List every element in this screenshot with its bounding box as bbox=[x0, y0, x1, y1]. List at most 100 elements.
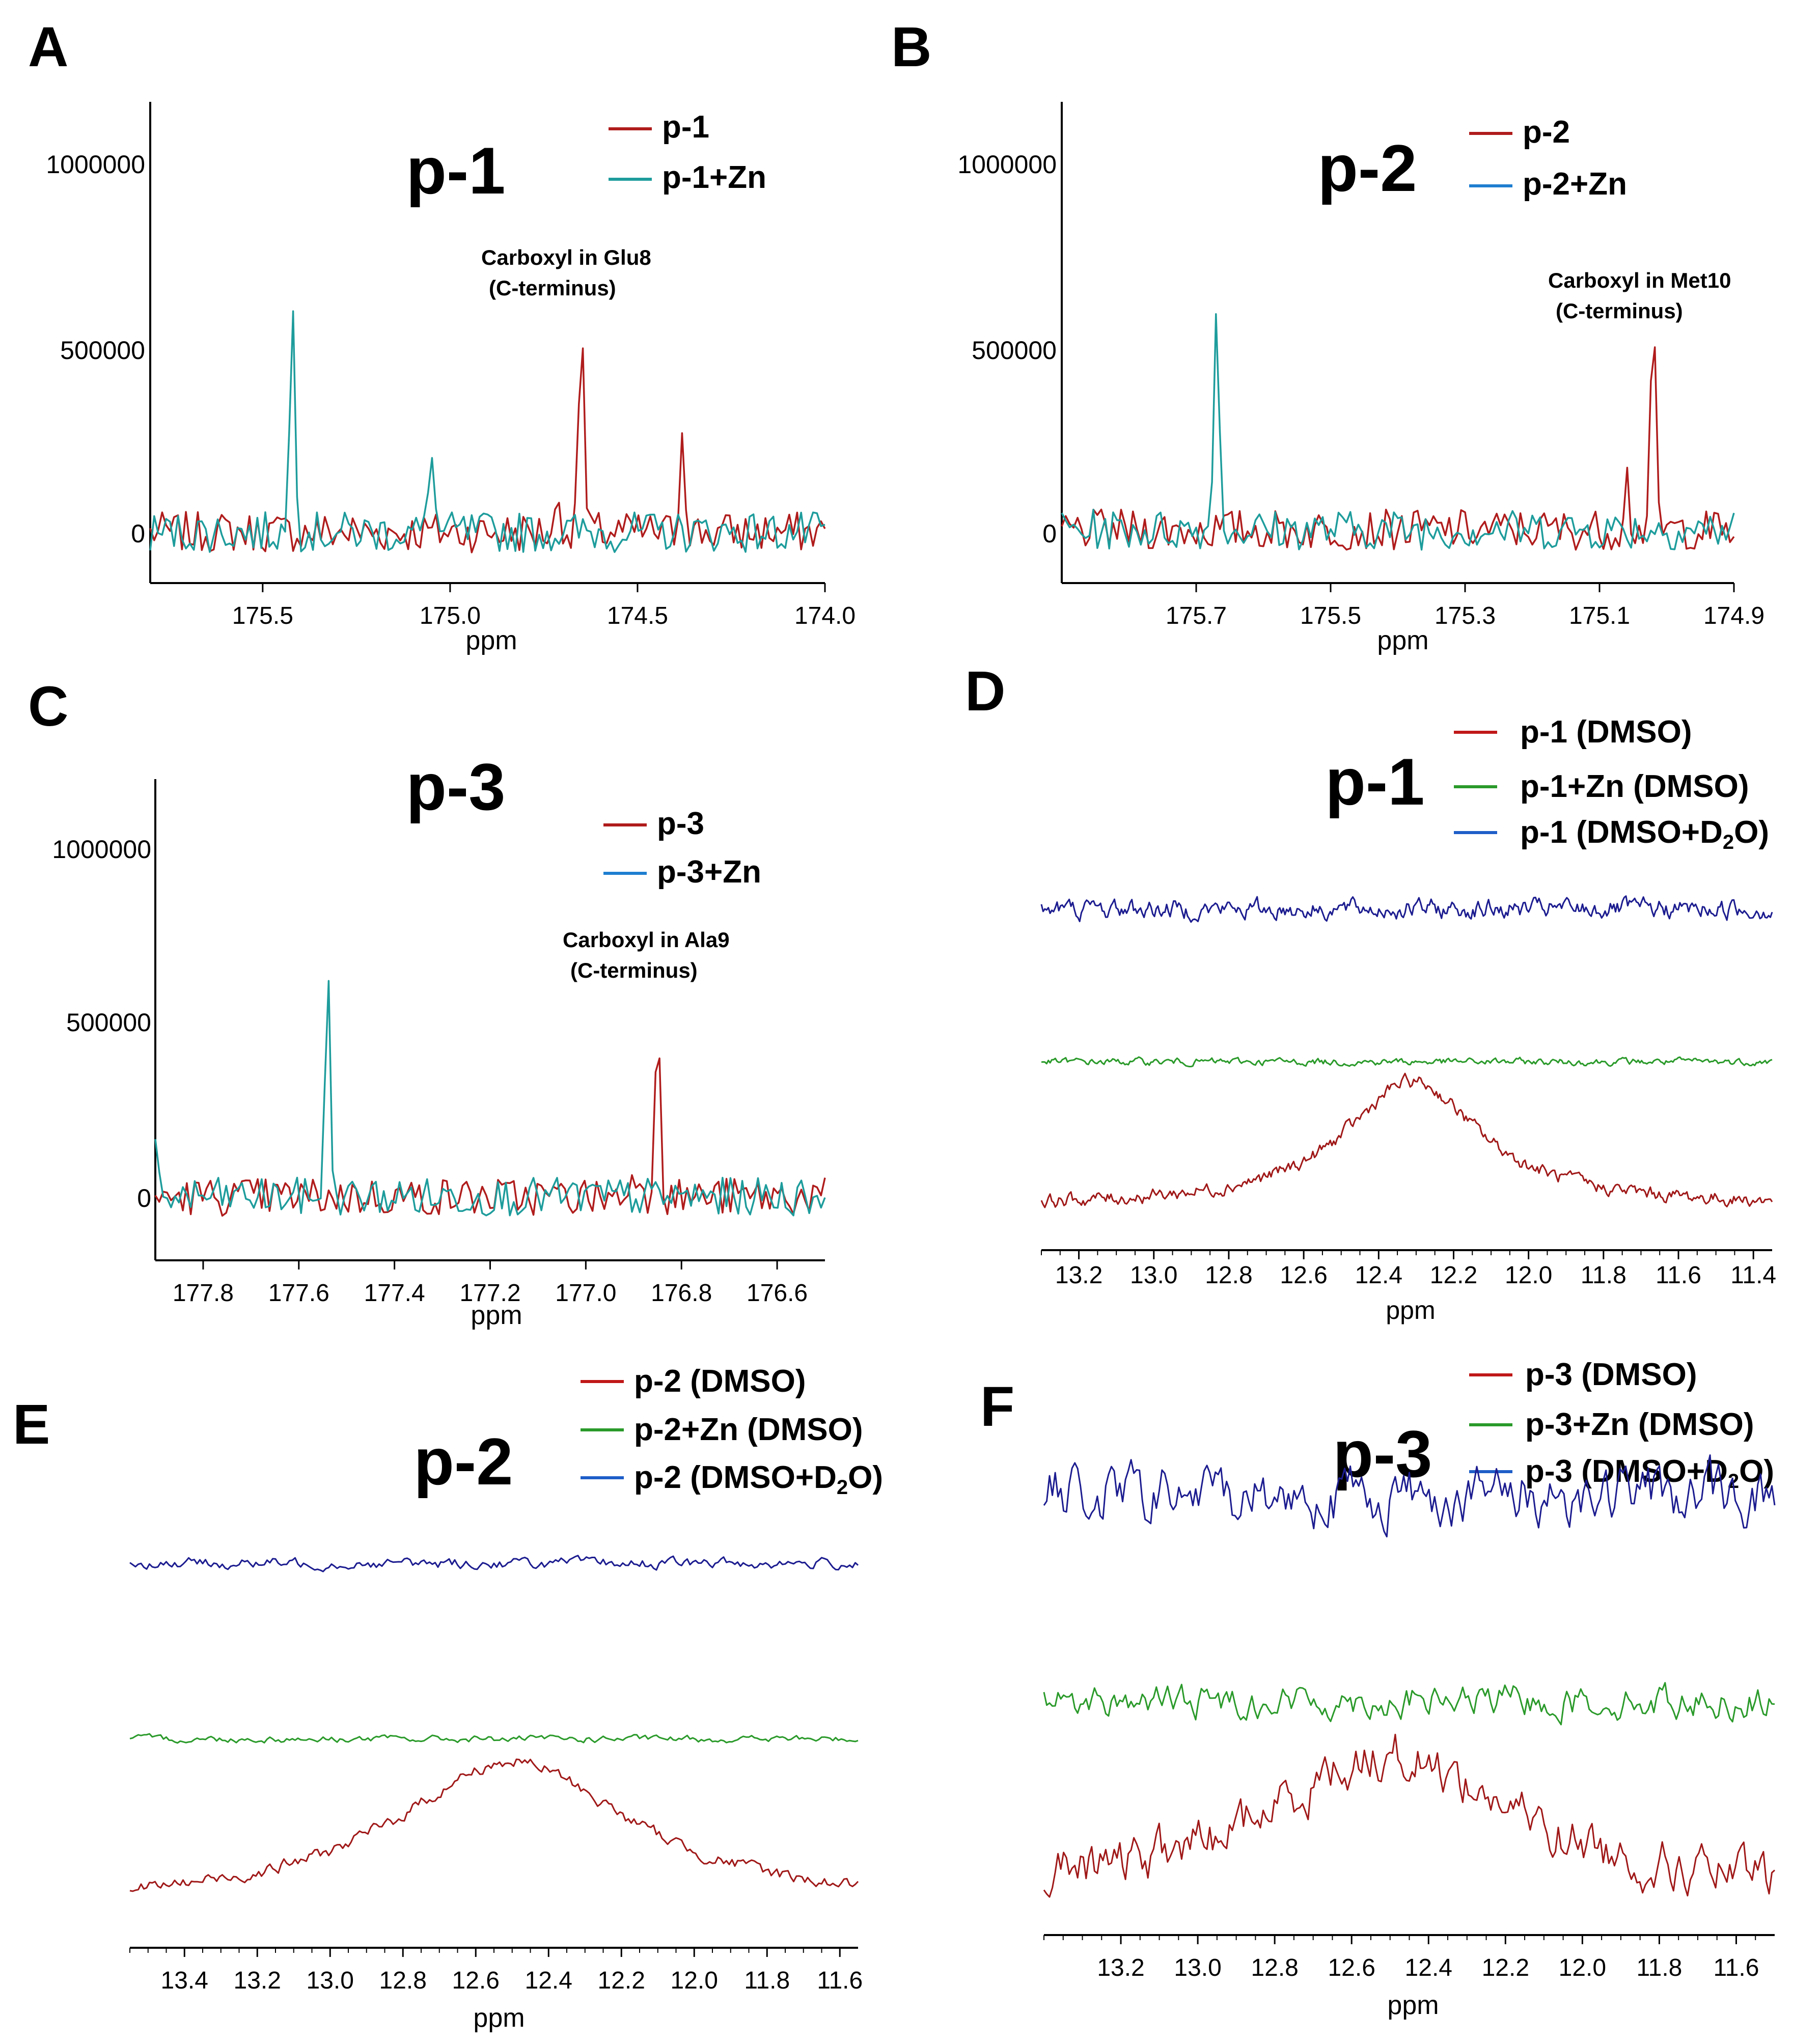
panel-d: D 13.2 13.0 12.8 12.6 12.4 12.2 12.0 11.8 11.6 11… bbox=[965, 660, 1776, 1324]
peak-annotation: (C-terminus) bbox=[489, 276, 616, 300]
x-tick-label: 175.1 bbox=[1569, 602, 1630, 629]
spectrum-line bbox=[129, 1555, 859, 1572]
x-tick-label: 11.8 bbox=[744, 1967, 790, 1994]
spectrum-line bbox=[1040, 1072, 1773, 1208]
x-tick-label: 13.0 bbox=[1174, 1954, 1221, 1981]
legend-label: p-1 bbox=[662, 109, 709, 145]
x-tick-label: 13.2 bbox=[1055, 1262, 1102, 1289]
x-tick-label: 12.8 bbox=[1251, 1954, 1298, 1981]
x-ticks: 175.5 175.0 174.5 174.0 bbox=[232, 583, 856, 629]
x-tick-label: 12.0 bbox=[1505, 1262, 1552, 1289]
x-tick-label: 11.6 bbox=[817, 1967, 863, 1994]
x-tick-label: 11.8 bbox=[1581, 1262, 1626, 1289]
legend-label: p-1 (DMSO) bbox=[1520, 714, 1692, 750]
peak-annotation: Carboxyl in Ala9 bbox=[563, 928, 730, 952]
spectrum-line bbox=[149, 310, 825, 553]
panel-a: A 175.5 175.0 174.5 174.0 1000000 500000 0 … bbox=[28, 16, 856, 655]
chart-title: p-1 bbox=[1326, 744, 1425, 819]
y-tick-label: 1000000 bbox=[957, 150, 1057, 179]
chart-title: p-3 bbox=[1333, 1417, 1432, 1491]
panel-c: C 177.8 177.6 177.4 177.2 177.0 176.8 176.6 10… bbox=[28, 675, 826, 1330]
y-tick-label: 500000 bbox=[972, 336, 1057, 365]
x-tick-label: 177.6 bbox=[268, 1280, 329, 1307]
spectrum-line bbox=[1043, 1733, 1775, 1898]
x-ticks: 177.8 177.6 177.4 177.2 177.0 176.8 176.6 bbox=[173, 1260, 808, 1307]
legend-label: p-1+Zn bbox=[662, 160, 766, 195]
x-tick-label: 175.5 bbox=[232, 602, 293, 629]
x-tick-label: 177.4 bbox=[364, 1280, 425, 1307]
spectrum-line bbox=[154, 1057, 826, 1217]
x-ticks: 175.7 175.5 175.3 175.1 174.9 bbox=[1166, 583, 1764, 629]
x-axis-label: ppm bbox=[471, 1301, 522, 1330]
panel-b: B 175.7 175.5 175.3 175.1 174.9 1000000 5000… bbox=[891, 16, 1764, 655]
x-tick-label: 12.6 bbox=[452, 1967, 500, 1994]
x-axis-label: ppm bbox=[1387, 1991, 1439, 2020]
x-tick-label: 13.0 bbox=[1130, 1262, 1177, 1289]
legend-label: p-2 (DMSO) bbox=[634, 1364, 806, 1399]
x-tick-label: 11.6 bbox=[1714, 1954, 1759, 1981]
x-tick-label: 175.5 bbox=[1300, 602, 1361, 629]
x-axis-label: ppm bbox=[1377, 626, 1428, 655]
spectrum-line bbox=[1061, 313, 1735, 551]
x-tick-label: 176.8 bbox=[651, 1280, 712, 1307]
x-tick-label: 12.2 bbox=[598, 1967, 645, 1994]
x-tick-label: 11.4 bbox=[1730, 1262, 1776, 1289]
spectrum-line bbox=[149, 347, 826, 554]
x-tick-label: 174.5 bbox=[607, 602, 668, 629]
y-tick-label: 500000 bbox=[66, 1008, 151, 1037]
x-tick-label: 12.2 bbox=[1430, 1262, 1477, 1289]
x-tick-label: 12.4 bbox=[1355, 1262, 1402, 1289]
x-ticks: 13.2 13.0 12.8 12.6 12.4 12.2 12.0 11.8 11.6 bbox=[1043, 1935, 1759, 1981]
chart-title: p-2 bbox=[1318, 131, 1417, 205]
legend-label: p-1 (DMSO+D2O) bbox=[1520, 815, 1769, 853]
x-tick-label: 176.6 bbox=[747, 1280, 808, 1307]
peak-annotation: (C-terminus) bbox=[1556, 299, 1683, 323]
peak-annotation: (C-terminus) bbox=[570, 958, 698, 982]
x-tick-label: 12.0 bbox=[671, 1967, 718, 1994]
x-tick-label: 175.0 bbox=[420, 602, 481, 629]
y-tick-label: 0 bbox=[1042, 519, 1057, 548]
x-tick-label: 13.4 bbox=[161, 1967, 208, 1994]
peak-annotation: Carboxyl in Glu8 bbox=[481, 245, 651, 269]
x-tick-label: 12.8 bbox=[1205, 1262, 1252, 1289]
spectrum-line bbox=[1061, 346, 1735, 551]
x-tick-label: 12.8 bbox=[379, 1967, 427, 1994]
panel-letter-c: C bbox=[28, 675, 68, 738]
legend-label: p-3+Zn (DMSO) bbox=[1525, 1407, 1754, 1442]
x-tick-label: 11.8 bbox=[1636, 1954, 1682, 1981]
y-tick-label: 1000000 bbox=[46, 150, 145, 179]
peak-annotation: Carboxyl in Met10 bbox=[1548, 268, 1731, 292]
spectrum-traces bbox=[154, 980, 826, 1217]
chart-title: p-1 bbox=[406, 133, 506, 208]
legend-label: p-3+Zn bbox=[657, 854, 761, 890]
spectrum-traces bbox=[1040, 895, 1773, 1208]
panel-letter-e: E bbox=[13, 1393, 50, 1456]
spectrum-traces bbox=[129, 1555, 859, 1892]
x-tick-label: 177.8 bbox=[173, 1280, 234, 1307]
y-tick-label: 1000000 bbox=[52, 835, 151, 864]
x-tick-label: 13.2 bbox=[1097, 1954, 1144, 1981]
x-ticks: 13.2 13.0 12.8 12.6 12.4 12.2 12.0 11.8 11.6 11.4 bbox=[1041, 1250, 1776, 1289]
x-tick-label: 177.0 bbox=[555, 1280, 616, 1307]
x-tick-label: 12.4 bbox=[525, 1967, 572, 1994]
chart-title: p-2 bbox=[414, 1424, 513, 1499]
x-tick-label: 11.6 bbox=[1656, 1262, 1701, 1289]
panel-letter-d: D bbox=[965, 660, 1005, 723]
x-axis-label: ppm bbox=[465, 626, 517, 655]
spectrum-line bbox=[1043, 1682, 1775, 1726]
spectrum-line bbox=[1043, 1454, 1776, 1538]
legend-label: p-3 (DMSO) bbox=[1525, 1357, 1697, 1392]
x-axis-label: ppm bbox=[1386, 1296, 1435, 1324]
legend-label: p-2+Zn (DMSO) bbox=[634, 1412, 863, 1447]
legend-label: p-1+Zn (DMSO) bbox=[1520, 769, 1749, 804]
panel-letter-a: A bbox=[28, 16, 68, 78]
y-tick-label: 500000 bbox=[60, 336, 145, 365]
x-tick-label: 12.2 bbox=[1482, 1954, 1529, 1981]
spectrum-line bbox=[129, 1733, 859, 1744]
x-tick-label: 12.4 bbox=[1405, 1954, 1452, 1981]
x-tick-label: 12.6 bbox=[1280, 1262, 1327, 1289]
x-tick-label: 13.0 bbox=[307, 1967, 354, 1994]
panel-f: F 13.2 13.0 12.8 12.6 12.4 12.2 12.0 11.8 11.6 p… bbox=[980, 1357, 1776, 2020]
spectrum-traces bbox=[1061, 313, 1735, 551]
x-tick-label: 12.6 bbox=[1328, 1954, 1375, 1981]
